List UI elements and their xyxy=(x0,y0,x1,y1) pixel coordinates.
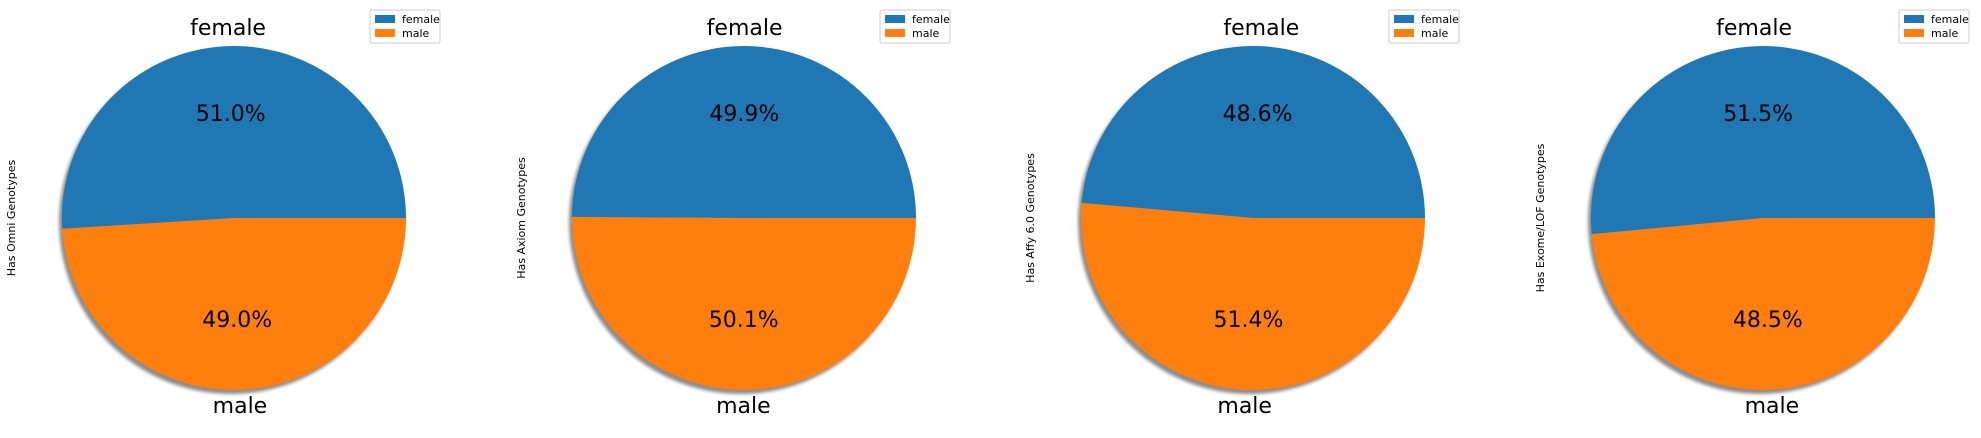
legend-entry-male: male xyxy=(912,27,940,40)
legend-entry-female: female xyxy=(402,13,440,26)
slice-category-label: male xyxy=(1745,394,1800,419)
y-axis-label: Has Omni Genotypes xyxy=(5,160,18,277)
legend-swatch-female xyxy=(1394,15,1414,23)
slice-percent-label: 51.5% xyxy=(1723,102,1793,127)
pie-slice-male xyxy=(1591,218,1935,391)
slice-percent-label: 49.9% xyxy=(709,102,779,127)
slice-percent-label: 51.0% xyxy=(196,102,266,127)
legend-swatch-female xyxy=(375,15,395,23)
pie-slice-female xyxy=(572,46,916,218)
slice-percent-label: 50.1% xyxy=(709,308,779,333)
legend-swatch-female xyxy=(885,15,905,23)
slice-category-label: female xyxy=(190,16,266,41)
legend-swatch-male xyxy=(1394,29,1414,37)
legend-swatch-female xyxy=(1904,15,1924,23)
pie-slice-female xyxy=(1081,46,1425,219)
legend-swatch-male xyxy=(885,29,905,37)
pie-chart-1: female 51.0% male 49.0% Has Omni Genotypes fe… xyxy=(5,9,441,419)
pie-chart-4: female 51.5% male 48.5% Has Exome/LOF Genoty… xyxy=(1534,9,1970,419)
slice-percent-label: 48.5% xyxy=(1733,308,1803,333)
legend-swatch-male xyxy=(1904,29,1924,37)
slice-category-label: female xyxy=(1223,16,1299,41)
legend-entry-female: female xyxy=(1421,13,1459,26)
y-axis-label: Has Axiom Genotypes xyxy=(515,157,528,279)
legend-entry-female: female xyxy=(1931,13,1969,26)
slice-percent-label: 48.6% xyxy=(1223,102,1293,127)
y-axis-label: Has Affy 6.0 Genotypes xyxy=(1024,153,1037,283)
legend-entry-female: female xyxy=(912,13,950,26)
slice-category-label: male xyxy=(213,394,268,419)
slice-category-label: male xyxy=(716,394,771,419)
legend-entry-male: male xyxy=(1421,27,1449,40)
pie-chart-3: female 48.6% male 51.4% Has Affy 6.0 Genotyp… xyxy=(1024,9,1460,419)
pie-slice-female xyxy=(1591,46,1935,235)
legend-entry-male: male xyxy=(1931,27,1959,40)
legend-swatch-male xyxy=(375,29,395,37)
legend-entry-male: male xyxy=(402,27,430,40)
slice-percent-label: 51.4% xyxy=(1214,308,1284,333)
slice-percent-label: 49.0% xyxy=(202,308,272,333)
slice-category-label: female xyxy=(1716,16,1792,41)
pie-slice-male xyxy=(1081,202,1425,391)
pie-slice-male xyxy=(62,218,406,390)
pie-slice-male xyxy=(572,216,916,391)
slice-category-label: male xyxy=(1217,394,1272,419)
pie-chart-2: female 49.9% male 50.1% Has Axiom Genotypes f… xyxy=(515,9,951,419)
slice-category-label: female xyxy=(707,16,783,41)
pie-slice-female xyxy=(61,45,407,229)
y-axis-label: Has Exome/LOF Genotypes xyxy=(1534,143,1547,292)
